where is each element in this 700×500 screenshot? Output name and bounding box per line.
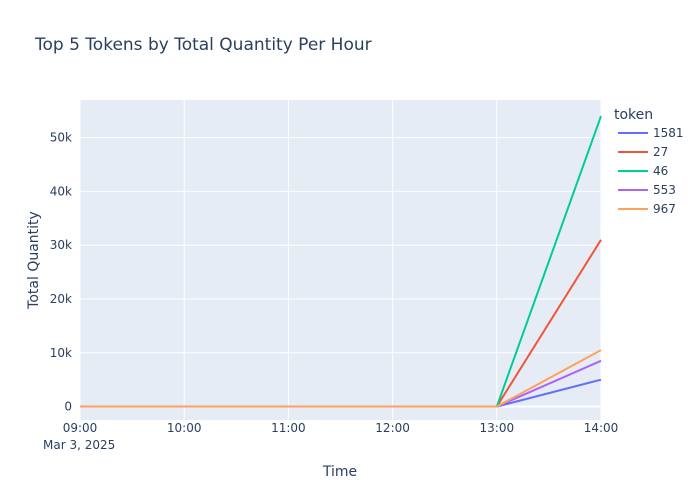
legend-item-1581: 1581 xyxy=(653,126,684,140)
x-axis: 09:00 10:00 11:00 12:00 13:00 14:00 xyxy=(63,421,619,435)
plot-area xyxy=(80,100,601,420)
chart-title: Top 5 Tokens by Total Quantity Per Hour xyxy=(34,35,372,55)
x-tick-label: 12:00 xyxy=(375,421,410,435)
legend-item-27: 27 xyxy=(653,145,668,159)
legend: token 1581 27 46 553 967 xyxy=(614,107,684,216)
y-tick-label: 50k xyxy=(50,131,72,145)
x-axis-title: Time xyxy=(322,464,357,480)
y-tick-label: 40k xyxy=(50,184,72,198)
y-tick-label: 0 xyxy=(64,400,72,414)
x-tick-label: 09:00 xyxy=(63,421,98,435)
legend-item-46: 46 xyxy=(653,164,668,178)
legend-item-553: 553 xyxy=(653,183,676,197)
legend-item-967: 967 xyxy=(653,202,676,216)
legend-title: token xyxy=(614,107,653,123)
y-tick-label: 30k xyxy=(50,238,72,252)
x-tick-label: 10:00 xyxy=(167,421,202,435)
y-tick-label: 10k xyxy=(50,346,72,360)
x-tick-label: 11:00 xyxy=(271,421,306,435)
series-lines xyxy=(80,115,602,408)
y-axis-title: Total Quantity xyxy=(26,211,42,310)
x-tick-label: 14:00 xyxy=(584,421,619,435)
y-tick-label: 20k xyxy=(50,292,72,306)
x-date-label: Mar 3, 2025 xyxy=(43,438,115,452)
y-axis: 0 10k 20k 30k 40k 50k xyxy=(50,131,72,414)
x-tick-label: 13:00 xyxy=(480,421,515,435)
series-line-967 xyxy=(80,349,602,408)
